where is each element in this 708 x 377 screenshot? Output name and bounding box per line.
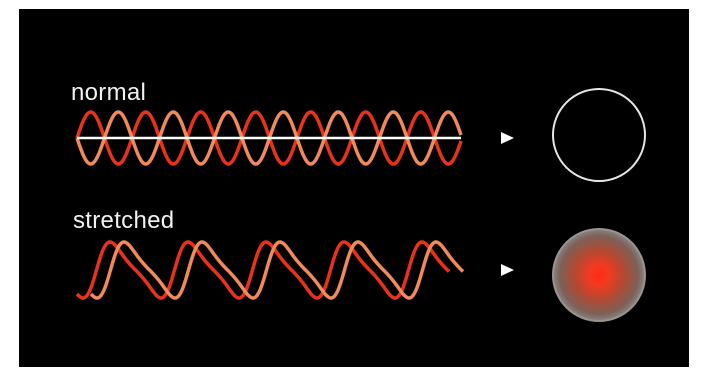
normal-label: normal — [71, 79, 147, 106]
diagram-panel: normal stretched — [19, 9, 689, 367]
play-triangle-icon — [501, 264, 514, 276]
stretched-label: stretched — [73, 207, 175, 234]
normal-waves — [75, 110, 463, 166]
glowing-red-sphere-icon — [552, 228, 646, 322]
wave-diagram — [75, 88, 646, 322]
stretched-wave-dark — [75, 240, 451, 300]
hollow-circle-icon — [552, 88, 646, 182]
normal-wave-light — [75, 110, 463, 166]
stretched-waves — [75, 240, 465, 300]
stretched-wave-light — [89, 240, 465, 300]
play-triangle-icon — [501, 132, 514, 144]
